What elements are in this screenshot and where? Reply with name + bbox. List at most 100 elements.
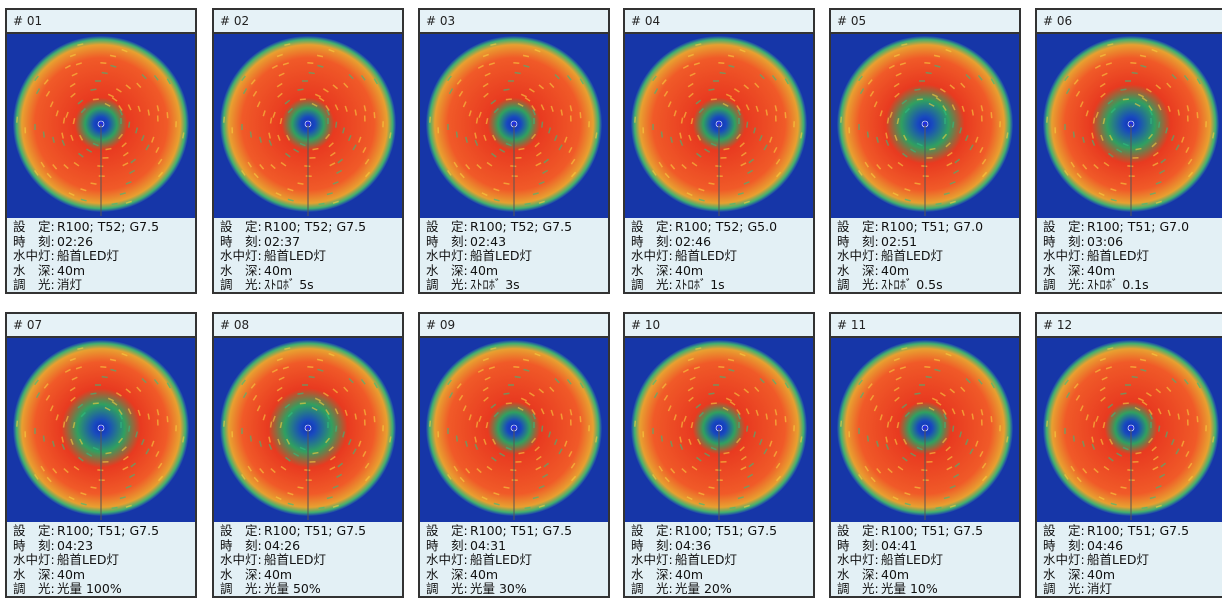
echo-streak (429, 116, 432, 123)
echo-streak (1149, 109, 1153, 116)
echo-streak (695, 403, 702, 409)
echo-streak (634, 116, 637, 123)
echo-streak (681, 163, 687, 170)
echo-streak (549, 82, 555, 89)
echo-streak (687, 53, 694, 58)
field-label: 水 深: (220, 262, 262, 278)
field-label: 時 刻: (837, 233, 879, 249)
echo-streak (278, 376, 285, 381)
echo-streak (866, 131, 870, 138)
echo-streak (125, 200, 132, 204)
echo-streak (135, 127, 139, 134)
echo-streak (145, 448, 150, 455)
echo-streak (541, 121, 544, 128)
echo-streak (739, 142, 745, 148)
sonar-image (7, 34, 195, 218)
echo-streak (304, 165, 311, 168)
echo-streak (549, 386, 555, 393)
field-value: 40m (57, 262, 86, 278)
echo-streak (774, 409, 778, 416)
echo-streak (661, 383, 667, 389)
echo-streak (1130, 61, 1137, 64)
echo-streak (733, 88, 740, 93)
echo-streak (688, 92, 694, 98)
echo-streak (1157, 104, 1162, 111)
sonar-image (831, 34, 1019, 218)
echo-streak (46, 476, 52, 483)
echo-streak (326, 413, 330, 420)
echo-streak (258, 440, 262, 447)
echo-streak (268, 132, 271, 139)
echo-streak (287, 198, 294, 202)
info-row: 設 定: R100; T51; G7.0 (837, 219, 1013, 235)
echo-streak (570, 158, 576, 165)
echo-streak (683, 415, 687, 422)
echo-streak (312, 147, 319, 151)
echo-streak (784, 78, 789, 85)
panel: # 09 設 定: R100; T51; G7.5 時 刻: 04:31 水中灯: 船首LE… (418, 312, 610, 598)
echo-streak (893, 82, 900, 88)
echo-streak (107, 397, 114, 402)
echo-streak (107, 93, 114, 98)
echo-streak (1155, 388, 1162, 394)
echo-streak (316, 54, 324, 58)
echo-streak (322, 392, 329, 397)
echo-streak (223, 116, 226, 123)
field-value: ｽﾄﾛﾎﾞ 0.1s (1087, 277, 1149, 293)
echo-streak (90, 392, 97, 395)
echo-streak (769, 440, 773, 447)
echo-streak (1127, 469, 1134, 472)
echo-streak (688, 396, 694, 402)
echo-streak (901, 99, 908, 105)
echo-streak (1110, 107, 1116, 114)
info-row: 水 深: 40m (837, 567, 1013, 583)
echo-streak (153, 378, 159, 385)
echo-streak (951, 408, 956, 415)
echo-streak (166, 112, 169, 119)
panel: # 07 設 定: R100; T51; G7.5 時 刻: 04:23 水中灯: 船首LE… (5, 312, 197, 598)
echo-streak (1105, 366, 1112, 370)
echo-streak (122, 162, 129, 167)
echo-streak (1065, 88, 1071, 95)
echo-streak (268, 443, 273, 450)
echo-streak (147, 109, 150, 116)
echo-streak (959, 431, 963, 438)
echo-streak (334, 104, 339, 111)
echo-streak (35, 392, 41, 399)
echo-streak (924, 365, 931, 368)
echo-streak (458, 394, 464, 401)
echo-streak (1170, 135, 1175, 142)
field-label: 設 定: (837, 219, 879, 234)
echo-streak (758, 135, 763, 142)
sonar-image (214, 34, 402, 218)
echo-streak (42, 131, 46, 138)
echo-streak (125, 504, 132, 508)
echo-streak (276, 386, 283, 392)
echo-streak (661, 79, 667, 85)
echo-streak (560, 109, 563, 116)
echo-streak (681, 467, 687, 474)
field-value: ｽﾄﾛﾎﾞ 3s (470, 277, 520, 293)
echo-streak (945, 48, 952, 53)
info-row: 水 深: 40m (13, 262, 189, 279)
echo-streak (129, 473, 136, 479)
echo-streak (45, 394, 51, 401)
echo-streak (698, 502, 705, 506)
echo-streak (92, 446, 99, 451)
echo-streak (1140, 368, 1147, 372)
field-value: 40m (675, 566, 704, 582)
echo-streak (739, 446, 745, 452)
echo-streak (961, 409, 965, 416)
field-value: 船首LED灯 (675, 248, 737, 264)
echo-streak (901, 43, 908, 46)
echo-streak (286, 134, 291, 141)
echo-streak (929, 451, 936, 455)
info-box: 設 定: R100; T52; G5.0 時 刻: 02:46 水中灯: 船首LED灯水 … (625, 218, 813, 295)
echo-streak (92, 402, 99, 405)
field-label: 設 定: (631, 219, 673, 234)
echo-streak (1110, 411, 1116, 418)
echo-streak (931, 93, 938, 98)
echo-streak (943, 413, 947, 420)
echo-streak (729, 506, 736, 510)
echo-streak (990, 112, 993, 119)
